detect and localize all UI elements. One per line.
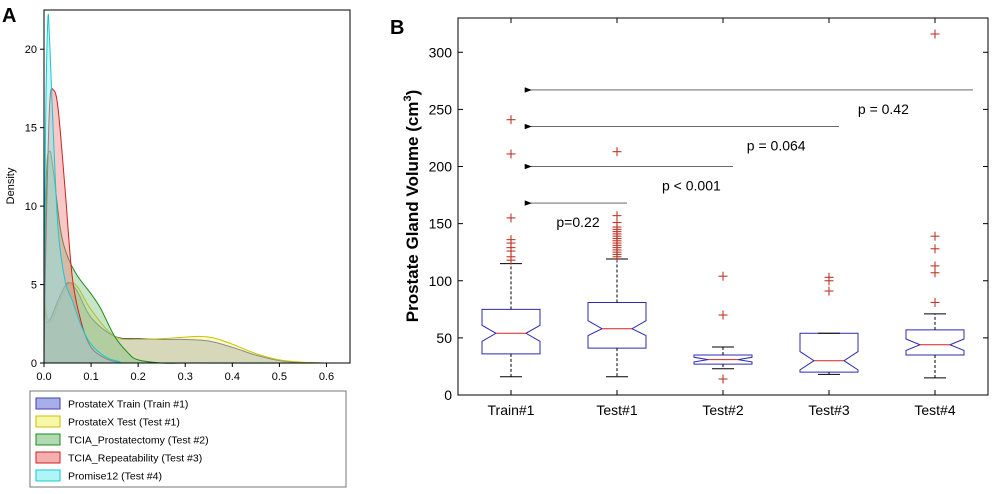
legend-label-5: Promise12 (Test #4) <box>68 471 162 483</box>
density-y-tick-label: 15 <box>25 123 37 135</box>
p-value-label: p < 0.001 <box>662 178 721 194</box>
box-x-tick-label: Train#1 <box>488 402 535 418</box>
box-outlier <box>506 115 516 125</box>
box-y-ticks: 0 50 100 150 200 250 300 <box>429 44 988 403</box>
density-area-4 <box>44 88 350 364</box>
box-outlier <box>824 272 834 282</box>
box-outlier <box>506 149 516 159</box>
legend-label-2: ProstateX Test (Test #1) <box>68 417 180 429</box>
density-area-1 <box>44 282 350 364</box>
legend-swatch-4 <box>35 451 61 464</box>
box-Test#4 <box>905 29 965 379</box>
legend-swatch-1 <box>35 397 61 410</box>
legend-swatch-2 <box>35 415 61 428</box>
density-chart: 0.0 0.1 0.2 0.3 0.4 0.5 0.6 0 5 10 15 20 Density P… <box>5 9 351 488</box>
legend-label-1: ProstateX Train (Train #1) <box>68 399 188 411</box>
panel-a-letter: A <box>2 5 16 27</box>
box-body <box>799 332 859 373</box>
box-y-tick-label: 250 <box>429 101 453 117</box>
density-areas <box>43 13 351 364</box>
box-y-tick-label: 50 <box>436 330 452 346</box>
box-x-tick-label: Test#3 <box>808 402 849 418</box>
density-y-axis-label: Density <box>5 167 17 204</box>
legend-label-3: TCIA_Prostatectomy (Test #2) <box>68 435 209 447</box>
density-area-2 <box>44 282 350 364</box>
box-body <box>693 354 753 365</box>
density-legend: ProstateX Train (Train #1) ProstateX Test… <box>29 390 347 488</box>
box-outlier <box>930 261 940 271</box>
box-outlier <box>930 244 940 254</box>
box-outlier <box>930 29 940 39</box>
box-outlier <box>930 231 940 241</box>
density-y-tick-label: 10 <box>25 201 37 213</box>
density-area-5 <box>44 14 350 364</box>
p-value-label: p=0.22 <box>556 214 599 230</box>
box-y-axis-label: Prostate Gland Volume (cm3) <box>402 90 422 323</box>
density-x-tick-label: 0.2 <box>131 371 146 383</box>
box-Test#2 <box>693 271 753 384</box>
box-x-tick-label: Test#2 <box>702 402 743 418</box>
density-x-tick-label: 0.1 <box>83 371 98 383</box>
legend-box <box>29 390 347 488</box>
density-plot-frame <box>43 9 351 364</box>
box-outlier <box>824 286 834 296</box>
box-outlier <box>718 374 728 384</box>
box-Test#1 <box>587 147 647 378</box>
density-x-tick-label: 0.0 <box>36 371 51 383</box>
box-outlier <box>718 310 728 320</box>
density-x-tick-label: 0.5 <box>272 371 287 383</box>
box-body <box>905 329 965 356</box>
p-value-annotation-1: p=0.22 <box>524 200 627 230</box>
box-Test#3 <box>799 272 859 375</box>
p-value-annotation-2: p < 0.001 <box>524 163 733 194</box>
density-y-tick-label: 20 <box>25 44 37 56</box>
box-y-tick-label: 0 <box>444 387 452 403</box>
box-series <box>481 29 965 384</box>
p-value-label: p = 0.42 <box>858 101 909 117</box>
legend-swatch-5 <box>35 469 61 482</box>
box-x-tick-label: Test#1 <box>596 402 637 418</box>
density-y-tick-label: 5 <box>31 280 37 292</box>
box-outlier <box>612 211 622 221</box>
box-outlier <box>506 235 516 245</box>
p-value-annotations: p=0.22 p < 0.001 p = 0.064 p = 0.42 <box>524 87 973 230</box>
box-outlier <box>718 271 728 281</box>
p-value-annotation-4: p = 0.42 <box>524 87 973 117</box>
box-chart: 0 50 100 150 200 250 300 Train#1 Test#1 Test#2 Te… <box>402 17 989 418</box>
density-x-tick-label: 0.3 <box>178 371 193 383</box>
box-y-tick-label: 300 <box>429 44 453 60</box>
density-x-ticks: 0.0 0.1 0.2 0.3 0.4 0.5 0.6 <box>36 363 334 383</box>
box-outlier <box>506 213 516 223</box>
density-x-tick-label: 0.4 <box>225 371 240 383</box>
p-value-label: p = 0.064 <box>747 138 806 154</box>
legend-swatch-3 <box>35 433 61 446</box>
box-body <box>481 308 541 355</box>
density-y-tick-label: 0 <box>31 358 37 370</box>
box-outlier <box>930 297 940 307</box>
legend-label-4: TCIA_Repeatability (Test #3) <box>68 453 202 465</box>
box-y-tick-label: 150 <box>429 216 453 232</box>
box-y-tick-label: 100 <box>429 273 453 289</box>
box-y-tick-label: 200 <box>429 159 453 175</box>
box-body <box>587 301 647 349</box>
density-line-2 <box>43 282 351 364</box>
box-x-ticks: Train#1 Test#1 Test#2 Test#3 Test#4 <box>488 18 956 418</box>
box-Train#1 <box>481 115 541 378</box>
p-value-annotation-3: p = 0.064 <box>524 123 839 154</box>
density-line-5 <box>43 13 351 364</box>
box-x-tick-label: Test#4 <box>914 402 955 418</box>
box-plot-frame <box>457 17 989 396</box>
panel-b-letter: B <box>390 17 404 39</box>
box-outlier <box>612 147 622 157</box>
density-y-ticks: 0 5 10 15 20 <box>25 44 44 370</box>
density-x-tick-label: 0.6 <box>319 371 334 383</box>
density-area-3 <box>44 151 350 364</box>
